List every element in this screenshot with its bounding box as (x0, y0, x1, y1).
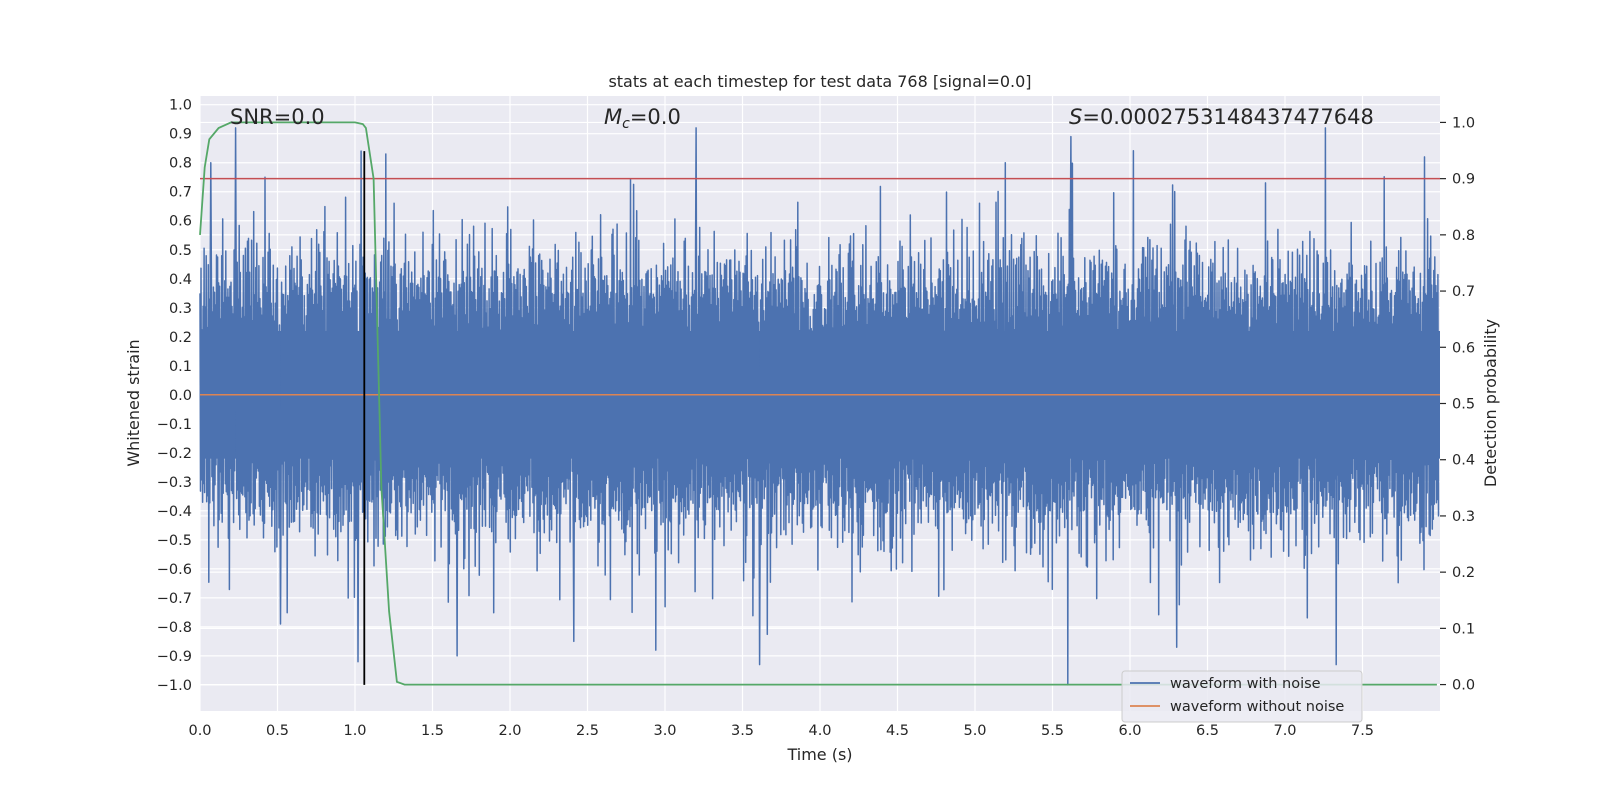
ytick-label: −0.2 (157, 446, 192, 462)
legend: waveform with noise waveform without noi… (1121, 670, 1363, 723)
score-annotation: S=0.0002753148437477648 (1069, 105, 1374, 129)
x-axis: 0.0 0.5 1.0 1.5 2.0 2.5 3.0 3.5 4.0 4.5 5.0 5.5 6.0 6… (188, 723, 1374, 739)
y2tick-label: 0.4 (1452, 453, 1475, 469)
xtick-label: 4.0 (808, 723, 831, 739)
legend-box (1121, 670, 1363, 723)
ytick-label: −0.3 (157, 475, 192, 491)
y2tick-label: 0.5 (1452, 397, 1475, 413)
xtick-label: 3.0 (653, 723, 676, 739)
xtick-label: 0.0 (188, 723, 211, 739)
ytick-label: −1.0 (157, 678, 192, 694)
ytick-label: 0.1 (169, 359, 192, 375)
legend-label-clean: waveform without noise (1170, 699, 1344, 715)
xtick-label: 5.0 (963, 723, 986, 739)
y-axis-left: 1.0 0.9 0.8 0.7 0.6 0.5 0.4 0.3 0.2 0.1 0.0 −0.1 −0.… (157, 98, 192, 694)
snr-annotation: SNR=0.0 (230, 105, 325, 129)
xtick-label: 7.0 (1273, 723, 1296, 739)
chart-title: stats at each timestep for test data 768… (608, 72, 1031, 91)
ytick-label: −0.9 (157, 649, 192, 665)
ytick-label: −0.8 (157, 620, 192, 636)
ytick-label: −0.6 (157, 562, 192, 578)
y2tick-label: 0.2 (1452, 565, 1475, 581)
y2tick-label: 0.0 (1452, 678, 1475, 694)
y2tick-label: 0.8 (1452, 228, 1475, 244)
xtick-label: 2.5 (576, 723, 599, 739)
xtick-label: 1.5 (421, 723, 444, 739)
xtick-label: 0.5 (266, 723, 289, 739)
y-axis-label: Whitened strain (124, 339, 143, 466)
ytick-label: −0.7 (157, 591, 192, 607)
x-axis-label: Time (s) (786, 745, 852, 764)
ytick-label: −0.5 (157, 533, 192, 549)
ytick-label: 0.9 (169, 127, 192, 143)
y2tick-label: 0.1 (1452, 621, 1475, 637)
ytick-label: −0.4 (157, 504, 192, 520)
y2tick-label: 0.3 (1452, 509, 1475, 525)
ytick-label: 0.5 (169, 243, 192, 259)
y-axis-right: 1.0 0.9 0.8 0.7 0.6 0.5 0.4 0.3 0.2 0.1 0.0 (1440, 115, 1475, 694)
ytick-label: 0.8 (169, 156, 192, 172)
xtick-label: 6.5 (1196, 723, 1219, 739)
ytick-label: 0.7 (169, 185, 192, 201)
noise-trace (199, 127, 1440, 686)
y2tick-label: 0.9 (1452, 172, 1475, 188)
ytick-label: 0.3 (169, 301, 192, 317)
xtick-label: 3.5 (731, 723, 754, 739)
ytick-label: −0.1 (157, 417, 192, 433)
ytick-label: 0.2 (169, 330, 192, 346)
detection-probability-line (199, 121, 1437, 686)
chirp-mass-annotation: Mc=0.0 (604, 105, 681, 132)
ytick-label: 0.4 (169, 272, 192, 288)
xtick-label: 4.5 (886, 723, 909, 739)
xtick-label: 6.0 (1118, 723, 1141, 739)
ytick-label: 0.6 (169, 214, 192, 230)
xtick-label: 7.5 (1351, 723, 1374, 739)
ytick-label: 0.0 (169, 388, 192, 404)
y2-axis-label: Detection probability (1481, 319, 1500, 487)
legend-label-noise: waveform with noise (1170, 676, 1321, 692)
xtick-label: 1.0 (343, 723, 366, 739)
y2tick-label: 0.7 (1452, 284, 1475, 300)
xtick-label: 2.0 (498, 723, 521, 739)
y2tick-label: 0.6 (1452, 340, 1475, 356)
ytick-label: 1.0 (169, 98, 192, 114)
xtick-label: 5.5 (1041, 723, 1064, 739)
y2tick-label: 1.0 (1452, 115, 1475, 131)
